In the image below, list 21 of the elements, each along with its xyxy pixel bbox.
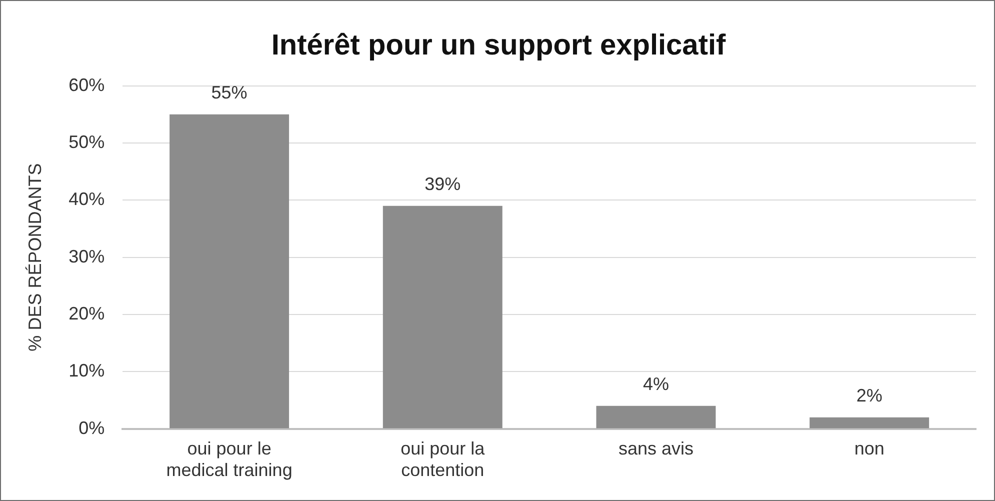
x-tick-label: oui pour la contention bbox=[400, 438, 486, 480]
y-tick-label: 0% bbox=[78, 418, 105, 438]
chart-title: Intérêt pour un support explicatif bbox=[271, 29, 726, 62]
y-tick-label: 20% bbox=[68, 303, 105, 324]
x-tick-label: sans avis bbox=[618, 438, 694, 459]
x-tick-label: non bbox=[854, 438, 884, 459]
y-tick-label: 40% bbox=[68, 189, 105, 210]
y-axis-title: % DES RÉPONDANTS bbox=[24, 163, 45, 352]
bar bbox=[170, 114, 290, 428]
y-tick-label: 30% bbox=[68, 246, 105, 266]
data-label: 4% bbox=[642, 374, 669, 394]
bar bbox=[596, 406, 716, 428]
y-tick-label: 50% bbox=[68, 132, 105, 152]
bar bbox=[810, 417, 930, 428]
data-label: 55% bbox=[211, 82, 248, 102]
y-tick-label: 10% bbox=[68, 360, 105, 381]
data-label: 39% bbox=[424, 174, 461, 194]
y-tick-label: 60% bbox=[68, 74, 105, 95]
x-tick-label: oui pour le medical training bbox=[166, 438, 292, 480]
bar bbox=[382, 206, 502, 428]
data-label: 2% bbox=[856, 385, 882, 406]
